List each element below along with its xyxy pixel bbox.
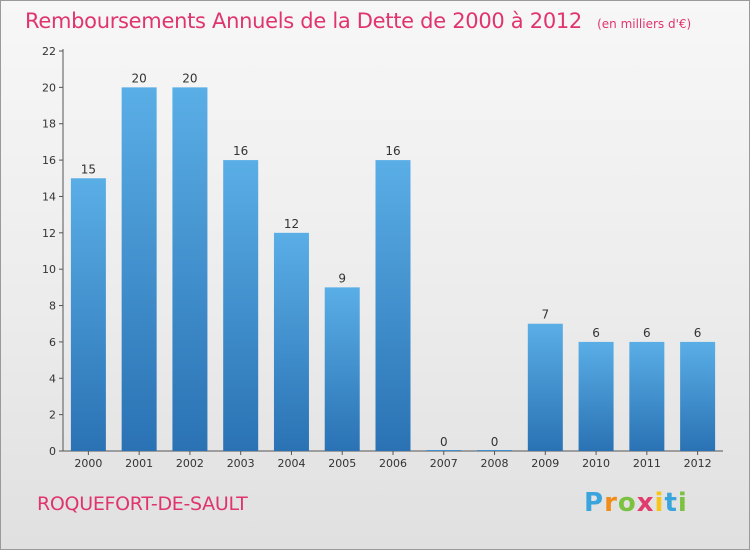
bar [70, 178, 106, 452]
bar [426, 450, 462, 451]
data-label: 15 [81, 162, 96, 176]
bar [477, 450, 513, 451]
logo-letter: i [677, 488, 688, 518]
logo-letter: o [617, 488, 637, 518]
bar [629, 341, 665, 451]
data-label: 12 [284, 217, 299, 231]
bar [527, 323, 563, 451]
data-label: 0 [440, 435, 448, 449]
y-tick-label: 4 [49, 372, 56, 385]
y-tick-label: 14 [42, 190, 56, 203]
chart-unit: (en milliers d'€) [597, 17, 692, 31]
data-label: 16 [233, 144, 248, 158]
bar [273, 232, 309, 451]
x-tick-label: 2011 [633, 457, 661, 470]
bar [578, 341, 614, 451]
y-tick-label: 2 [49, 409, 56, 422]
data-label: 7 [541, 308, 549, 322]
y-tick-label: 10 [42, 263, 56, 276]
bar [223, 160, 259, 451]
y-tick-label: 12 [42, 227, 56, 240]
y-tick-label: 6 [49, 336, 56, 349]
x-tick-label: 2007 [430, 457, 458, 470]
commune-name: ROQUEFORT-DE-SAULT [37, 493, 248, 515]
x-tick-label: 2009 [531, 457, 559, 470]
x-tick-label: 2012 [684, 457, 712, 470]
bar [172, 87, 208, 451]
y-tick-label: 18 [42, 118, 56, 131]
y-tick-label: 16 [42, 154, 56, 167]
x-tick-label: 2003 [227, 457, 255, 470]
bar [680, 341, 716, 451]
logo-letter: x [636, 488, 655, 518]
chart-title: Remboursements Annuels de la Dette de 20… [25, 9, 582, 33]
data-label: 20 [132, 71, 147, 85]
bar [121, 87, 157, 451]
bar [375, 160, 411, 451]
data-label: 16 [385, 144, 400, 158]
data-label: 9 [338, 271, 346, 285]
bar [324, 287, 360, 451]
logo-letter: i [654, 488, 665, 518]
data-label: 0 [491, 435, 499, 449]
data-label: 6 [694, 326, 702, 340]
y-tick-label: 8 [49, 300, 56, 313]
x-tick-label: 2006 [379, 457, 407, 470]
chart-title-group: Remboursements Annuels de la Dette de 20… [25, 9, 691, 33]
x-tick-label: 2004 [277, 457, 305, 470]
proxiti-logo: Proxiti [584, 488, 688, 518]
y-tick-label: 22 [42, 45, 56, 58]
x-tick-label: 2000 [74, 457, 102, 470]
x-tick-label: 2010 [582, 457, 610, 470]
x-tick-label: 2001 [125, 457, 153, 470]
data-label: 20 [182, 71, 197, 85]
x-tick-label: 2005 [328, 457, 356, 470]
data-label: 6 [592, 326, 600, 340]
x-tick-label: 2008 [481, 457, 509, 470]
data-label: 6 [643, 326, 651, 340]
y-tick-label: 20 [42, 81, 56, 94]
logo-letter: r [604, 488, 618, 518]
y-tick-label: 0 [49, 445, 56, 458]
logo-letter: t [664, 488, 678, 518]
x-tick-label: 2002 [176, 457, 204, 470]
logo-letter: P [584, 488, 605, 518]
